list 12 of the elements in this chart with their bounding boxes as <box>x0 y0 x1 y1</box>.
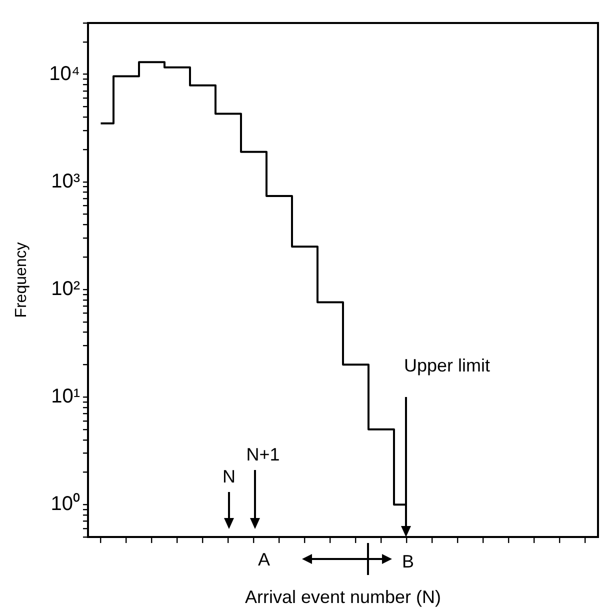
annotation: N+1 <box>246 444 280 466</box>
y-tick-label: 10² <box>51 278 80 300</box>
y-tick-label: 10⁰ <box>50 492 80 516</box>
text: A <box>258 550 270 570</box>
y-tick-label: 10³ <box>51 170 80 192</box>
annotation: Upper limit <box>404 356 490 376</box>
y-axis-title: Frequency <box>13 242 30 318</box>
x-axis-title: Arrival event number (N) <box>244 587 442 608</box>
text: B <box>402 552 414 572</box>
y-tick-label: 10¹ <box>51 386 80 408</box>
y-tick-label: 10⁴ <box>49 62 80 85</box>
annotation: N <box>222 466 236 488</box>
